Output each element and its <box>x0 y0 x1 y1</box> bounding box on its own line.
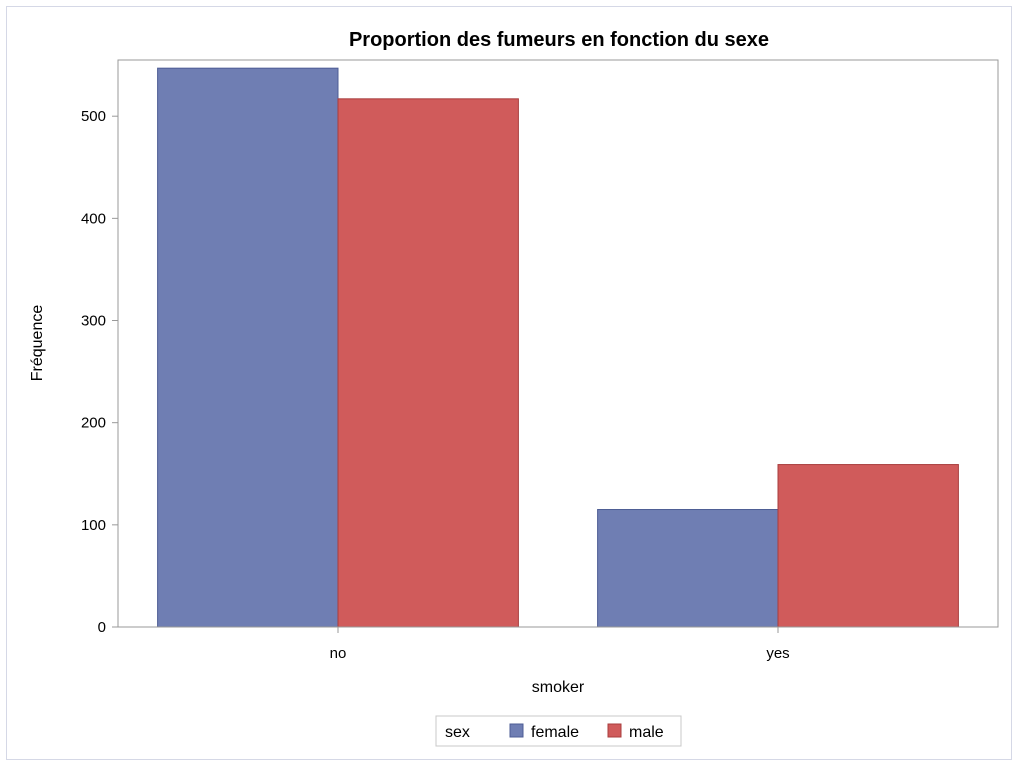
legend-label-female: female <box>531 724 579 741</box>
x-tick-label: no <box>330 645 347 662</box>
legend-items: female male <box>509 723 664 741</box>
bars-group <box>157 67 959 628</box>
bar-male-yes <box>777 464 959 628</box>
legend-title: sex <box>445 724 470 741</box>
y-tick-label: 300 <box>81 313 106 330</box>
x-tick-label: yes <box>766 645 789 662</box>
y-axis-label: Fréquence <box>29 305 46 382</box>
x-axis-label: smoker <box>532 679 585 696</box>
legend: sex female male <box>435 715 682 747</box>
legend-swatch-male <box>607 723 622 738</box>
y-tick-label: 500 <box>81 108 106 125</box>
y-tick-label: 400 <box>81 210 106 227</box>
bar-male-no <box>337 98 519 628</box>
y-tick-label: 200 <box>81 415 106 432</box>
y-tick-label: 0 <box>98 619 106 636</box>
bar-female-yes <box>597 509 779 628</box>
legend-box <box>435 715 682 747</box>
y-ticks: 0 100 200 300 400 500 <box>81 108 118 636</box>
bar-female-no <box>157 67 339 628</box>
y-tick-label: 100 <box>81 517 106 534</box>
chart-title: Proportion des fumeurs en fonction du se… <box>349 29 769 51</box>
x-ticks: no yes <box>330 627 790 662</box>
legend-swatch-female <box>509 723 524 738</box>
legend-label-male: male <box>629 724 664 741</box>
